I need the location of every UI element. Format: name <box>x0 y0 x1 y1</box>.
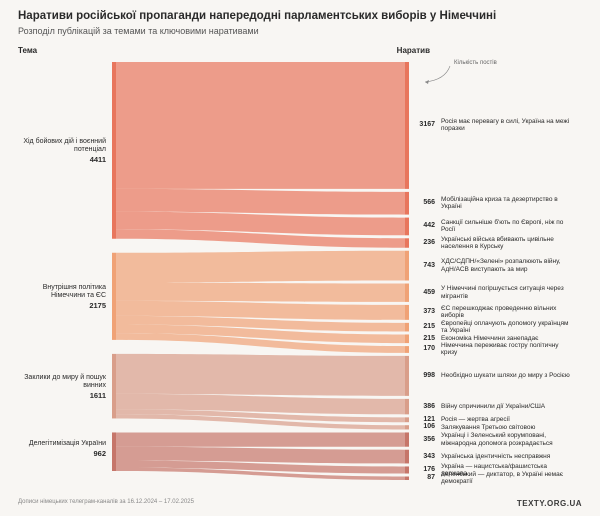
narrative-value: 442 <box>413 222 435 230</box>
theme-node <box>112 354 116 419</box>
narrative-text: Українська ідентичність несправжня <box>441 453 573 460</box>
narrative-text: Необхідно шукати шляхи до миру з Росією <box>441 372 573 379</box>
narrative-value: 743 <box>413 262 435 270</box>
narrative-text: ХДС/СДПН/«Зелені» розпалюють війну, АдН/… <box>441 258 573 273</box>
narrative-text: Німеччина переживає гостру політичну кри… <box>441 342 573 357</box>
narrative-node <box>405 305 409 320</box>
theme-label-value: 2175 <box>16 302 106 311</box>
narrative-text: Санкції сильніше б'ють по Європі, ніж по… <box>441 219 573 234</box>
narrative-value: 998 <box>413 372 435 380</box>
chart-canvas: Наративи російської пропаганди напередод… <box>0 0 600 516</box>
narrative-node <box>405 399 409 414</box>
sankey-link <box>116 189 405 215</box>
narrative-label: 343 Українська ідентичність несправжня <box>413 450 573 464</box>
narrative-node <box>405 425 409 429</box>
narrative-value: 215 <box>413 323 435 331</box>
narrative-node <box>405 466 409 473</box>
narrative-value: 236 <box>413 239 435 247</box>
theme-node <box>112 62 116 239</box>
sankey-link <box>116 432 405 446</box>
narrative-label: 566 Мобілізаційна криза та дезертирство в… <box>413 192 573 215</box>
narrative-label: 356 Українці і Зеленський корумповані, мі… <box>413 432 573 446</box>
narrative-text: Мобілізаційна криза та дезертирство в Ук… <box>441 196 573 211</box>
narrative-label: 743 ХДС/СДПН/«Зелені» розпалюють війну, А… <box>413 251 573 281</box>
theme-label-value: 1611 <box>16 392 106 401</box>
narrative-text: У Німеччині погіршується ситуація через … <box>441 285 573 300</box>
sankey-link <box>116 354 405 396</box>
narrative-label: 236 Українські війська вбивають цивільне … <box>413 237 573 249</box>
narrative-value: 106 <box>413 423 435 431</box>
theme-label-value: 962 <box>16 450 106 459</box>
narrative-label: 386 Війну спричинили дії України/США <box>413 399 573 414</box>
narrative-label: 87 Зеленський — диктатор, в Україні немає… <box>413 472 573 484</box>
narrative-node <box>405 323 409 332</box>
theme-label-value: 4411 <box>16 156 106 165</box>
chart-footer: Дописи німецьких телеграм-каналів за 16.… <box>18 499 582 508</box>
narrative-node <box>405 218 409 236</box>
narrative-label: 215Європейці оплачують допомогу українця… <box>413 321 573 333</box>
narrative-text: Зеленський — диктатор, в Україні немає д… <box>441 471 573 486</box>
theme-label-text: Делегітимізація України <box>16 440 106 448</box>
narrative-label: 459 У Німеччині погіршується ситуація чер… <box>413 284 573 302</box>
narrative-label: 373 ЄС перешкоджає проведенню вільних виб… <box>413 305 573 320</box>
narrative-node <box>405 432 409 446</box>
narrative-label: 3167 Росія має перевагу в силі, Україна н… <box>413 62 573 189</box>
theme-node <box>112 253 116 340</box>
narrative-node <box>405 251 409 281</box>
sankey-link <box>116 62 405 189</box>
narrative-text: Залякування Третьою світовою <box>441 424 573 431</box>
narrative-value: 566 <box>413 199 435 207</box>
theme-label: Внутрішня політика Німеччини та ЄС 2175 <box>16 284 106 311</box>
narrative-node <box>405 62 409 189</box>
narrative-text: Росія має перевагу в силі, Україна на ме… <box>441 118 573 133</box>
narrative-value: 373 <box>413 308 435 316</box>
theme-label: Хід бойових дій і воєнний потенціал 4411 <box>16 138 106 165</box>
narrative-value: 356 <box>413 436 435 444</box>
narrative-text: Українці і Зеленський корумповані, міжна… <box>441 432 573 447</box>
footer-logo: TEXTY.ORG.UA <box>517 499 582 508</box>
footer-source: Дописи німецьких телеграм-каналів за 16.… <box>18 499 194 508</box>
narrative-text: ЄС перешкоджає проведенню вільних виборі… <box>441 305 573 320</box>
narrative-node <box>405 356 409 396</box>
narrative-node <box>405 284 409 302</box>
narrative-value: 459 <box>413 289 435 297</box>
narrative-node <box>405 192 409 215</box>
theme-label: Делегітимізація України 962 <box>16 440 106 459</box>
narrative-value: 386 <box>413 403 435 411</box>
theme-label: Заклики до миру й пошук винних 1611 <box>16 374 106 401</box>
narrative-node <box>405 477 409 480</box>
narrative-value: 170 <box>413 345 435 353</box>
theme-node <box>112 432 116 471</box>
narrative-node <box>405 450 409 464</box>
narrative-node <box>405 346 409 353</box>
narrative-node <box>405 238 409 247</box>
theme-label-text: Внутрішня політика Німеччини та ЄС <box>16 284 106 300</box>
narrative-value: 3167 <box>413 121 435 129</box>
narrative-text: Війну спричинили дії України/США <box>441 403 573 410</box>
narrative-value: 215 <box>413 335 435 343</box>
narrative-label: 170 Німеччина переживає гостру політичну … <box>413 343 573 355</box>
theme-label-text: Хід бойових дій і воєнний потенціал <box>16 138 106 154</box>
narrative-node <box>405 334 409 343</box>
sankey-link <box>116 283 405 302</box>
narrative-node <box>405 417 409 422</box>
narrative-value: 87 <box>413 474 435 482</box>
sankey-link <box>116 251 405 283</box>
theme-label-text: Заклики до миру й пошук винних <box>16 374 106 390</box>
narrative-label: 998 Необхідно шукати шляхи до миру з Росі… <box>413 356 573 396</box>
narrative-value: 343 <box>413 453 435 461</box>
narrative-label: 442 Санкції сильніше б'ють по Європі, ніж… <box>413 218 573 236</box>
narrative-text: Українські війська вбивають цивільне нас… <box>441 236 573 251</box>
